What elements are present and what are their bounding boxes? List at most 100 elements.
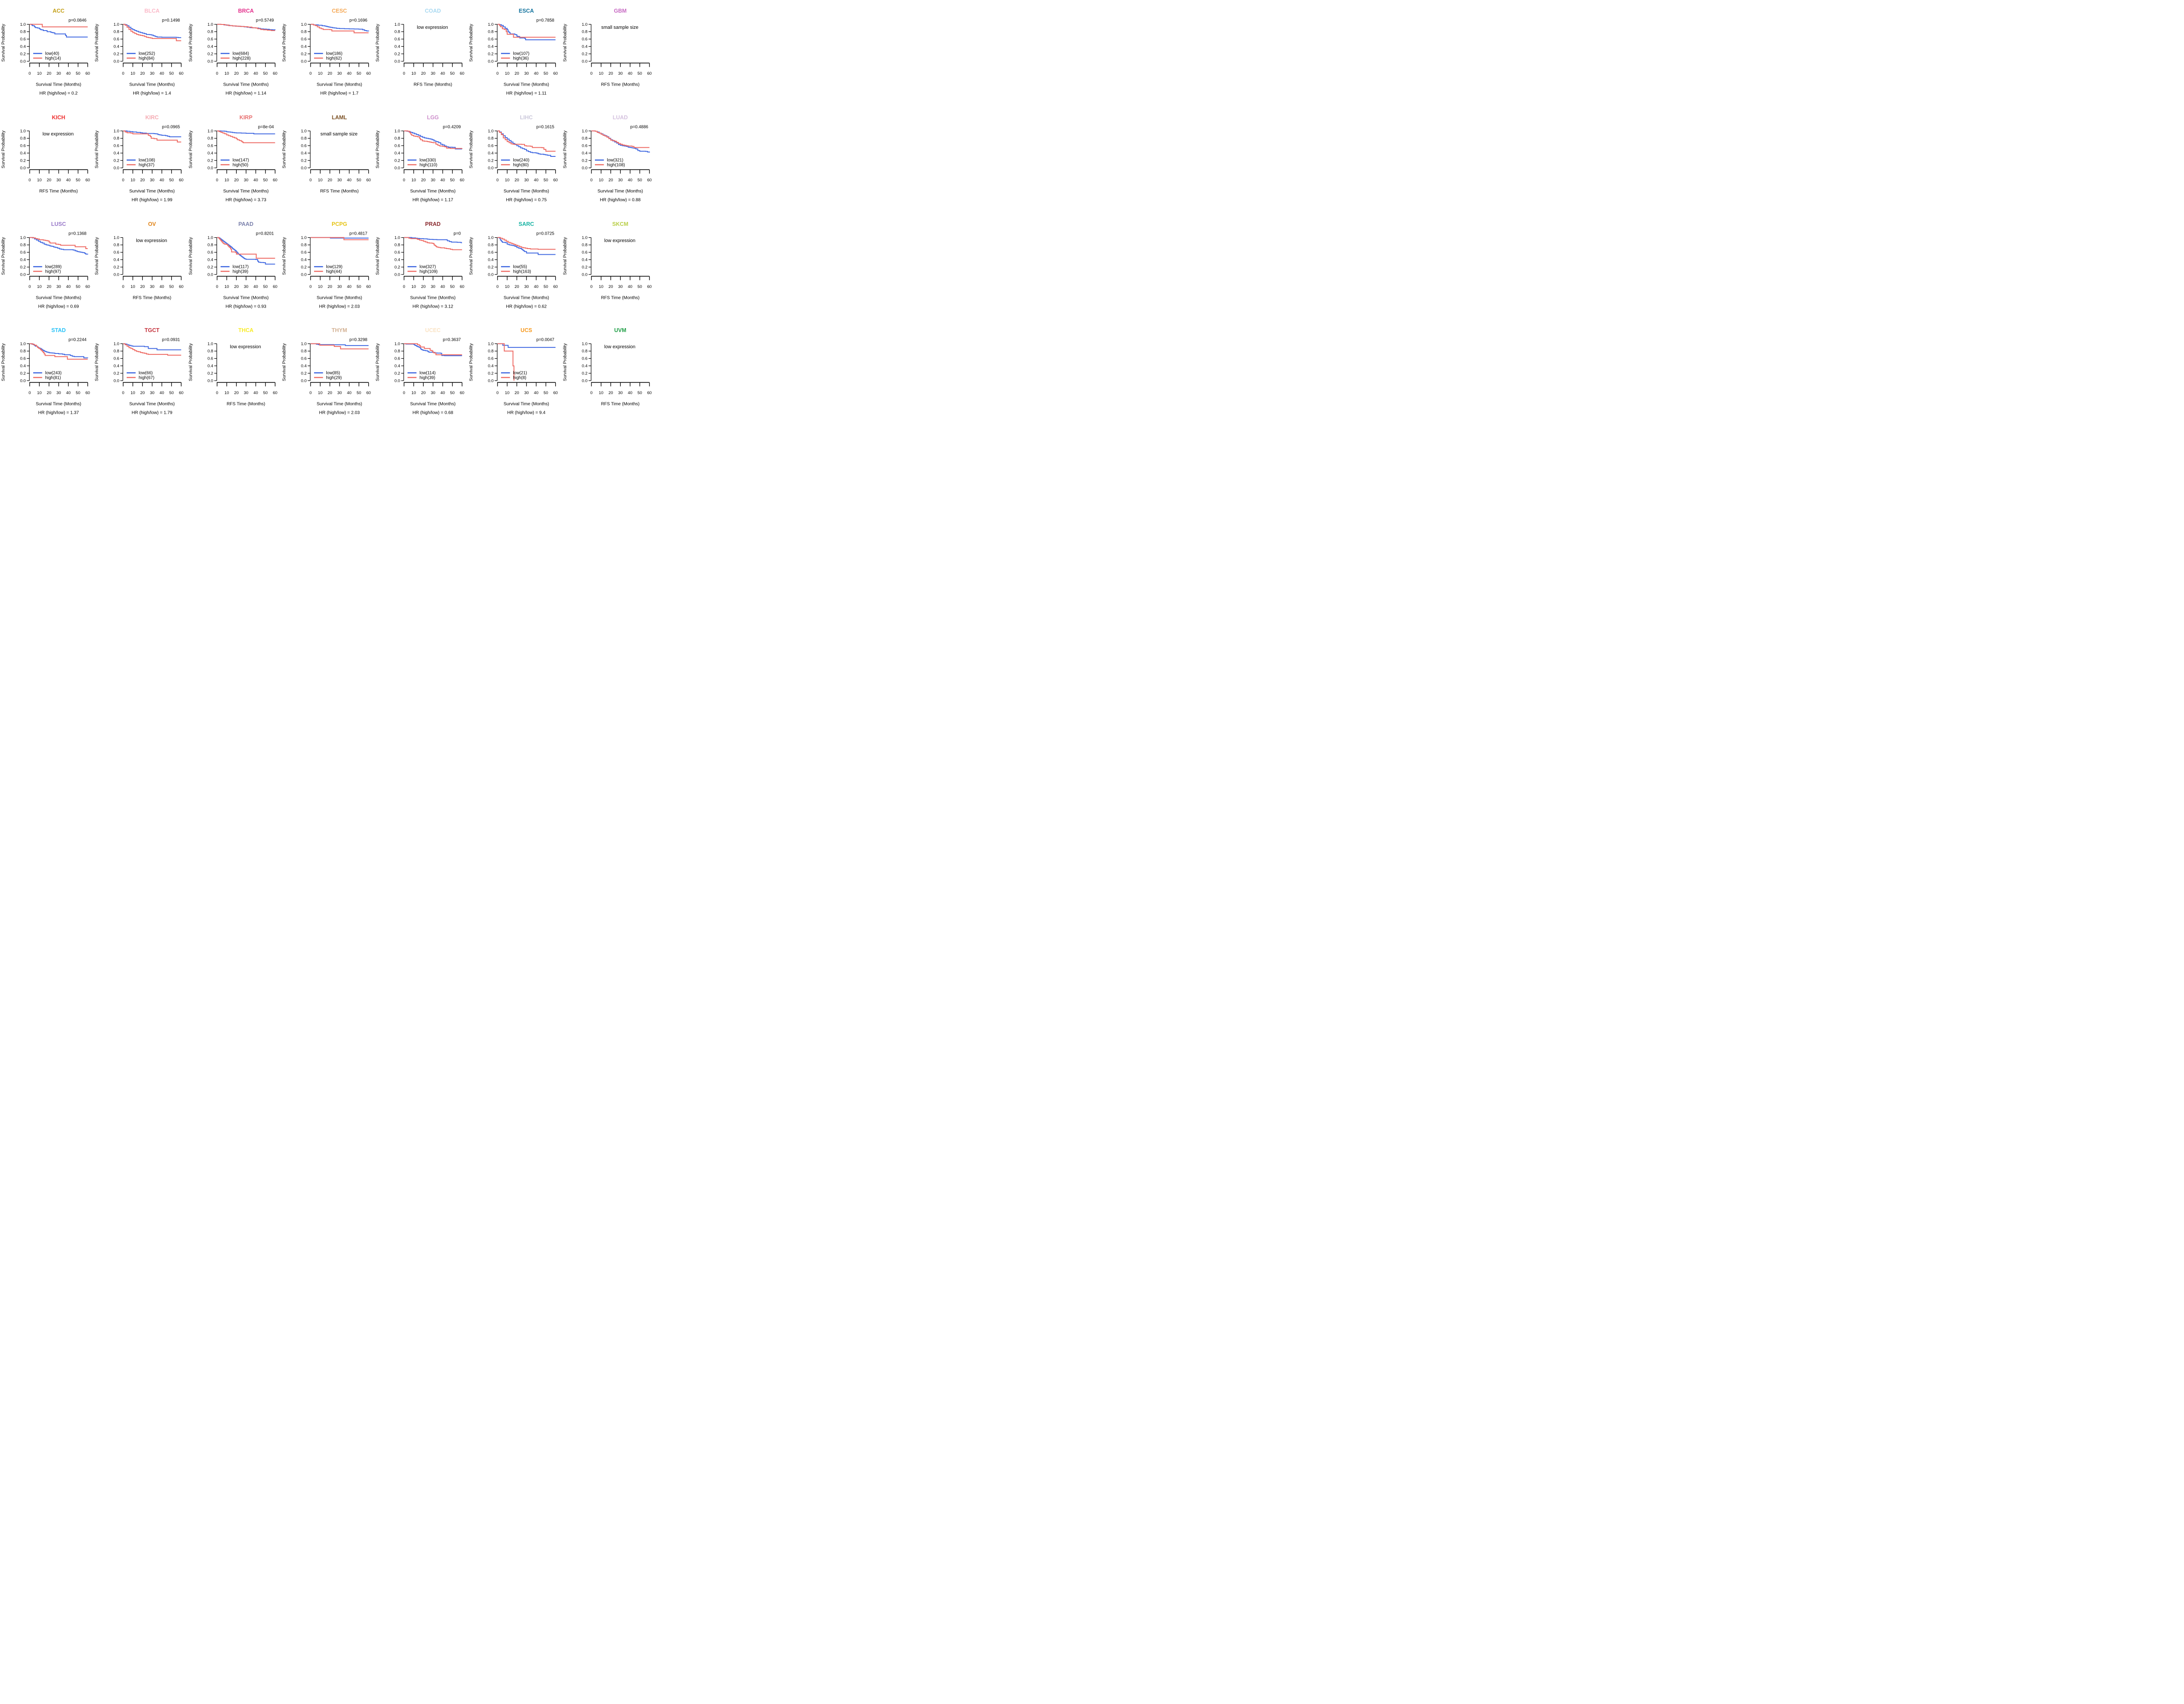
x-tick-label: 10 — [599, 390, 603, 395]
y-tick-label: 0.6 — [207, 37, 213, 42]
y-tick-label: 0.6 — [114, 356, 119, 361]
x-tick-label: 50 — [450, 71, 455, 76]
x-tick-label: 40 — [347, 390, 351, 395]
legend-low-label: low(289) — [45, 264, 62, 269]
panel-LGG: LGG p=0.4209 0.0 0.2 0.4 0.6 0.8 1.0 Survival Pr… — [374, 107, 468, 213]
y-tick-label: 1.0 — [488, 128, 494, 133]
panel-title: UVM — [614, 327, 626, 333]
panel-title: ESCA — [519, 8, 534, 14]
x-tick-label: 20 — [47, 71, 51, 76]
x-tick-label: 30 — [56, 177, 61, 182]
y-tick-label: 1.0 — [582, 341, 587, 346]
x-tick-label: 60 — [647, 284, 651, 288]
legend-low-label: low(117) — [232, 264, 249, 269]
y-tick-label: 0.6 — [114, 143, 119, 148]
x-tick-label: 50 — [356, 390, 361, 395]
panel-title: ACC — [52, 8, 64, 14]
km-plot-UCS: UCS p=0.0047 0.0 0.2 0.4 0.6 0.8 1.0 Survival Pr… — [469, 327, 558, 415]
x-tick-label: 10 — [599, 177, 603, 182]
panel-UCEC: UCEC p=0.3637 0.0 0.2 0.4 0.6 0.8 1.0 Survival P… — [374, 319, 468, 426]
x-tick-label: 40 — [253, 390, 258, 395]
y-tick-label: 0.8 — [394, 135, 400, 140]
x-tick-label: 20 — [234, 390, 238, 395]
high-survival-curve — [310, 237, 369, 240]
y-tick-label: 0.8 — [114, 135, 119, 140]
y-tick-label: 0.0 — [207, 272, 213, 277]
y-tick-label: 0.6 — [394, 143, 400, 148]
y-tick-label: 0.2 — [582, 51, 587, 56]
x-tick-label: 50 — [76, 177, 80, 182]
x-tick-label: 40 — [160, 390, 164, 395]
y-tick-label: 0.0 — [582, 378, 587, 383]
y-tick-label: 0.4 — [20, 150, 26, 155]
x-tick-label: 50 — [169, 284, 174, 288]
high-survival-curve — [123, 343, 182, 356]
y-tick-label: 0.2 — [582, 371, 587, 376]
y-tick-label: 0.0 — [301, 378, 307, 383]
panel-TGCT: TGCT p=0.0931 0.0 0.2 0.4 0.6 0.8 1.0 Survival P… — [93, 319, 187, 426]
y-axis-title: Survival Probability — [282, 24, 287, 62]
y-tick-label: 0.0 — [488, 59, 494, 63]
y-tick-label: 0.2 — [582, 158, 587, 163]
y-tick-label: 0.8 — [20, 135, 26, 140]
panel-note: low expression — [230, 344, 261, 350]
x-tick-label: 10 — [131, 284, 135, 288]
hr-label: HR (high/low) = 1.99 — [132, 197, 173, 202]
legend-high-label: high(109) — [420, 269, 438, 274]
hr-label: HR (high/low) = 0.62 — [506, 304, 547, 309]
y-tick-label: 0.6 — [394, 249, 400, 254]
y-axis-title: Survival Probability — [188, 130, 193, 169]
x-tick-label: 60 — [179, 390, 183, 395]
p-value-label: p=0 — [454, 231, 461, 236]
legend-low-label: low(321) — [607, 158, 623, 163]
x-tick-label: 10 — [411, 284, 416, 288]
x-tick-label: 50 — [356, 284, 361, 288]
x-tick-label: 20 — [140, 71, 145, 76]
panel-PRAD: PRAD p=0 0.0 0.2 0.4 0.6 0.8 1.0 Survival Probab… — [374, 213, 468, 320]
p-value-label: p=0.1368 — [69, 231, 87, 236]
panel-BLCA: BLCA p=0.1498 0.0 0.2 0.4 0.6 0.8 1.0 Survival P… — [93, 0, 187, 107]
km-plot-ACC: ACC p=0.0846 0.0 0.2 0.4 0.6 0.8 1.0 Survival Pr… — [1, 8, 90, 96]
legend-high-label: high(163) — [513, 269, 531, 274]
y-tick-label: 0.0 — [20, 272, 26, 277]
panel-PCPG: PCPG p=0.4817 0.0 0.2 0.4 0.6 0.8 1.0 Survival P… — [281, 213, 374, 320]
panel-title: SARC — [519, 221, 534, 227]
y-tick-label: 0.4 — [582, 364, 587, 368]
x-axis-title: Survival Time (Months) — [223, 82, 268, 87]
x-tick-label: 20 — [328, 177, 332, 182]
y-tick-label: 0.6 — [582, 249, 587, 254]
y-tick-label: 0.2 — [114, 158, 119, 163]
x-axis-title: Survival Time (Months) — [317, 402, 362, 407]
y-axis-title: Survival Probability — [1, 24, 6, 62]
y-tick-label: 0.6 — [582, 37, 587, 42]
x-tick-label: 60 — [366, 284, 370, 288]
x-tick-label: 0 — [28, 71, 31, 76]
y-tick-label: 0.0 — [582, 272, 587, 277]
x-tick-label: 60 — [179, 177, 183, 182]
panel-BRCA: BRCA p=0.5749 0.0 0.2 0.4 0.6 0.8 1.0 Survival P… — [187, 0, 281, 107]
y-tick-label: 0.2 — [114, 51, 119, 56]
hr-label: HR (high/low) = 3.12 — [413, 304, 453, 309]
panel-title: UCEC — [425, 327, 440, 333]
hr-label: HR (high/low) = 1.14 — [225, 91, 266, 96]
legend-low-label: low(40) — [45, 52, 59, 56]
x-tick-label: 20 — [608, 71, 613, 76]
km-plot-THCA: THCA 0.0 0.2 0.4 0.6 0.8 1.0 Survival Probabili… — [188, 327, 277, 406]
y-axis-title: Survival Probability — [95, 236, 100, 275]
y-tick-label: 0.4 — [582, 257, 587, 262]
low-survival-curve — [123, 343, 182, 350]
y-tick-label: 0.4 — [20, 364, 26, 368]
legend-high-label: high(62) — [326, 56, 342, 61]
x-axis-title: Survival Time (Months) — [36, 82, 81, 87]
y-tick-label: 0.2 — [582, 264, 587, 269]
x-tick-label: 10 — [37, 390, 41, 395]
high-survival-curve — [217, 130, 275, 143]
y-tick-label: 0.2 — [301, 264, 307, 269]
x-tick-label: 0 — [497, 177, 499, 182]
p-value-label: p=0.0931 — [162, 338, 180, 343]
high-survival-curve — [29, 237, 88, 249]
km-plot-SKCM: SKCM 0.0 0.2 0.4 0.6 0.8 1.0 Survival Probabili… — [563, 221, 652, 300]
